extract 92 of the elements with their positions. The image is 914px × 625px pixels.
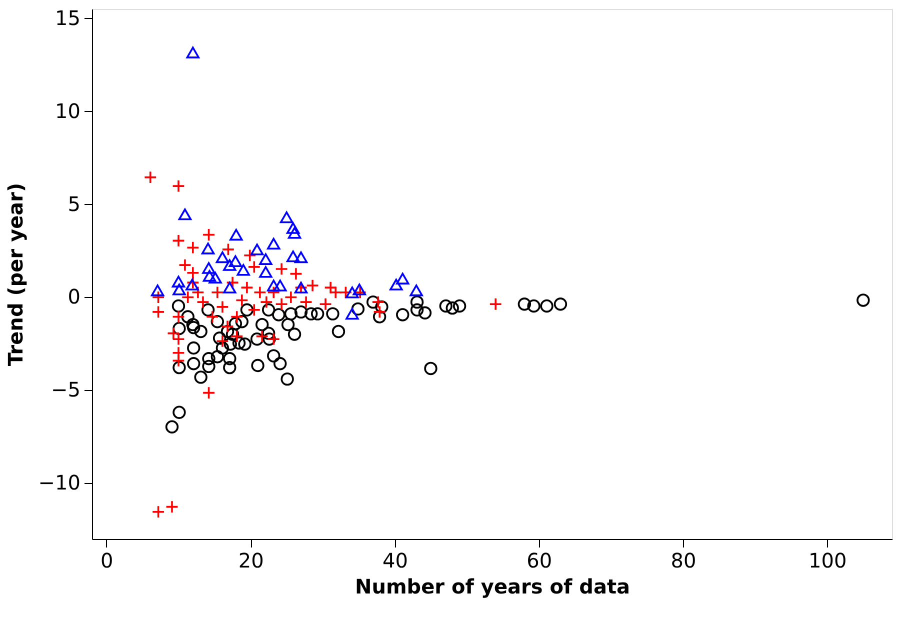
point — [410, 284, 423, 296]
point — [152, 305, 165, 319]
point — [202, 270, 216, 282]
point — [152, 290, 165, 304]
point — [178, 208, 192, 220]
point — [248, 260, 261, 274]
point — [172, 284, 186, 296]
point — [318, 298, 332, 311]
x-tick-label: 60 — [526, 548, 552, 572]
point — [236, 264, 250, 276]
point — [235, 294, 249, 307]
point — [208, 272, 222, 284]
point — [222, 242, 235, 256]
point — [267, 332, 280, 346]
point — [372, 305, 386, 319]
point — [202, 386, 216, 400]
point — [230, 228, 243, 241]
point — [165, 500, 179, 514]
point — [346, 286, 359, 298]
point — [267, 280, 280, 292]
point — [223, 259, 236, 271]
y-tick-label: −10 — [38, 470, 80, 495]
point — [243, 248, 256, 262]
point — [230, 310, 244, 324]
point — [186, 46, 200, 58]
point — [202, 262, 216, 274]
point — [339, 286, 352, 300]
y-tick-label: 15 — [55, 6, 80, 30]
point — [253, 286, 267, 300]
point — [390, 278, 403, 290]
point — [255, 330, 269, 343]
point — [288, 227, 302, 239]
x-axis-title: Number of years of data — [354, 574, 630, 598]
point — [259, 266, 272, 278]
x-tick-label: 100 — [808, 548, 847, 572]
point — [181, 290, 194, 304]
point — [267, 238, 280, 250]
point — [223, 282, 236, 294]
point — [250, 244, 264, 256]
point — [186, 240, 200, 254]
point — [346, 308, 359, 320]
point — [220, 320, 234, 334]
point — [372, 295, 385, 309]
point — [274, 298, 288, 311]
point — [299, 295, 313, 309]
point — [284, 290, 298, 304]
point — [172, 310, 186, 324]
point — [228, 255, 242, 268]
point — [306, 278, 320, 292]
point — [489, 298, 502, 311]
point — [202, 228, 216, 242]
point — [172, 179, 186, 193]
point — [216, 300, 230, 314]
point — [280, 211, 294, 224]
point — [260, 295, 274, 309]
point — [274, 262, 288, 276]
point — [152, 505, 165, 518]
point — [289, 267, 303, 280]
point — [226, 276, 240, 290]
point — [294, 251, 308, 264]
point — [216, 251, 230, 264]
y-tick-label: 5 — [68, 192, 80, 216]
point — [286, 250, 300, 262]
point — [186, 278, 199, 290]
point — [206, 310, 219, 324]
point — [196, 295, 210, 309]
point — [230, 330, 244, 343]
point — [396, 272, 410, 284]
x-tick-label: 80 — [670, 548, 696, 572]
point — [352, 284, 366, 296]
point — [259, 253, 272, 265]
point — [274, 280, 287, 292]
x-tick-label: 0 — [100, 548, 114, 572]
point — [172, 276, 186, 288]
point — [191, 286, 205, 300]
point — [172, 234, 186, 248]
point — [286, 222, 300, 234]
y-tick-label: 10 — [55, 98, 80, 123]
point — [201, 242, 215, 254]
point — [144, 170, 157, 184]
point — [267, 286, 280, 300]
x-tick-label: 20 — [238, 548, 264, 572]
y-tick-label: 0 — [68, 284, 80, 309]
point — [240, 280, 254, 294]
point — [216, 334, 230, 348]
x-tick-label: 40 — [382, 548, 408, 572]
point — [150, 284, 164, 296]
point — [248, 303, 261, 316]
y-tick-label: −5 — [51, 378, 80, 402]
y-axis-title: Trend (per year) — [3, 182, 28, 366]
point — [172, 354, 186, 368]
point — [210, 286, 224, 300]
